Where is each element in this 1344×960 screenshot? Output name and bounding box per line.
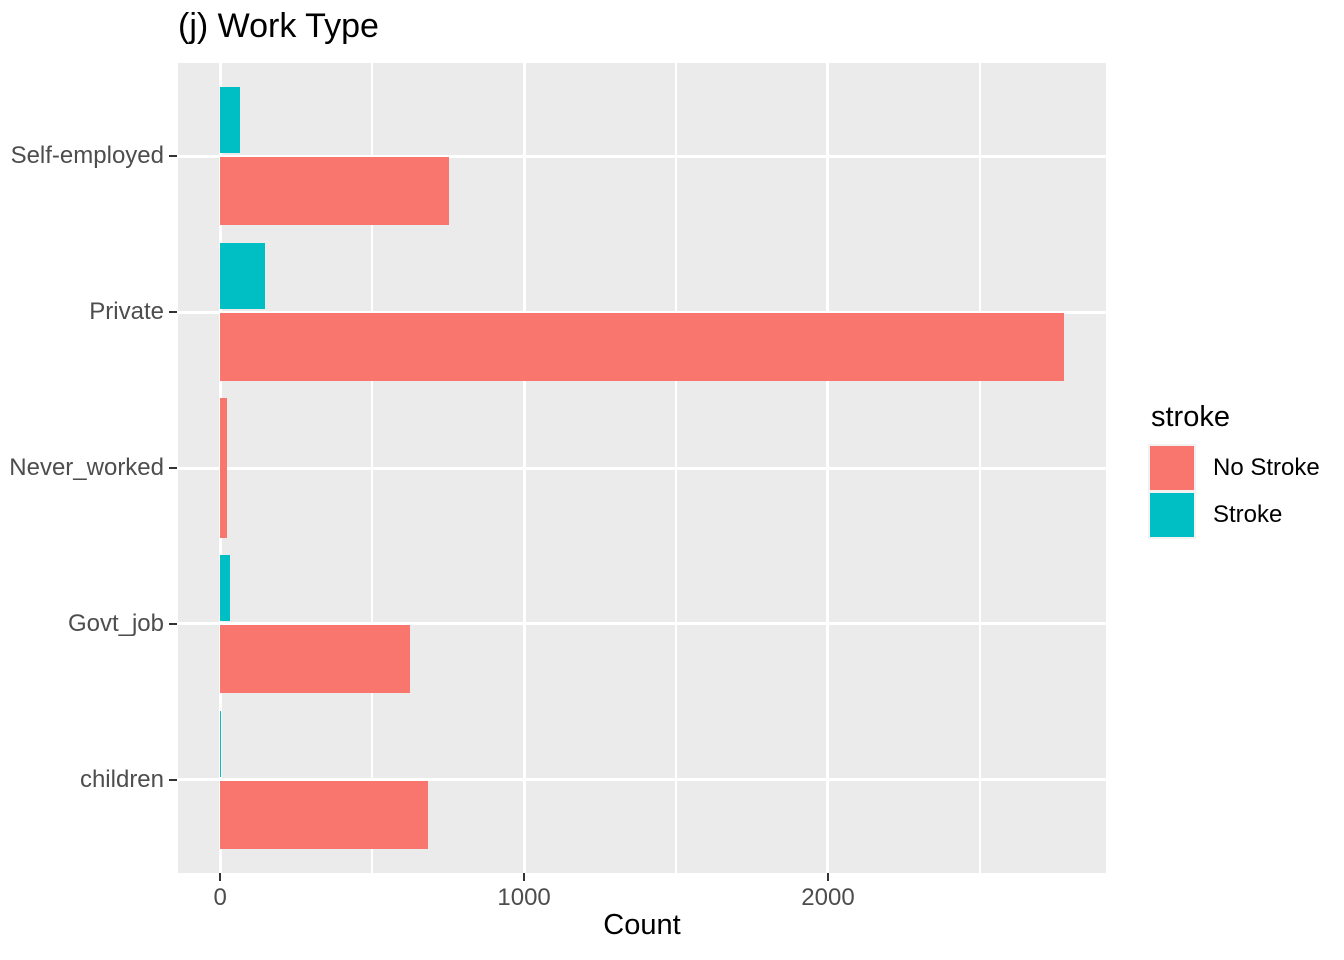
x-axis-label-2000: 2000 xyxy=(801,884,855,911)
x-axis-label-0: 0 xyxy=(213,884,227,911)
y-tick-govt-job xyxy=(169,622,177,625)
bar-no-stroke-children xyxy=(220,780,429,849)
x-tick-2000 xyxy=(826,873,829,881)
bar-stroke-children xyxy=(220,710,222,777)
gridline-y-never-worked xyxy=(178,466,1106,470)
bar-stroke-self-employed xyxy=(220,87,240,154)
bar-stroke-private xyxy=(220,243,266,310)
y-axis-label-private: Private xyxy=(89,298,164,326)
gridline-y-children xyxy=(178,778,1106,782)
bar-no-stroke-never-worked xyxy=(220,398,227,538)
legend-key-stroke-swatch xyxy=(1150,493,1194,537)
bar-stroke-govt-job xyxy=(220,554,231,621)
bar-no-stroke-govt-job xyxy=(220,624,410,693)
gridline-y-self-employed xyxy=(178,154,1106,158)
legend-label-stroke: Stroke xyxy=(1213,501,1283,528)
y-tick-children xyxy=(169,778,177,781)
legend-title: stroke xyxy=(1151,401,1230,433)
chart-title: (j) Work Type xyxy=(178,7,379,45)
legend-key-no-stroke-swatch xyxy=(1150,446,1194,490)
y-tick-self-employed xyxy=(169,155,177,158)
y-tick-private xyxy=(169,311,177,314)
y-axis-label-children: children xyxy=(79,765,164,793)
bar-no-stroke-private xyxy=(220,313,1064,382)
y-axis-label-never-worked: Never_worked xyxy=(9,454,164,481)
y-axis-label-self-employed: Self-employed xyxy=(10,142,164,170)
y-axis-label-govt-job: Govt_job xyxy=(67,609,164,637)
x-axis-title: Count xyxy=(603,909,681,941)
legend-label-no-stroke: No Stroke xyxy=(1213,454,1320,481)
x-axis-label-1000: 1000 xyxy=(497,884,551,911)
plot-panel xyxy=(178,63,1106,873)
gridline-y-govt-job xyxy=(178,622,1106,626)
legend-entry-no-stroke: No Stroke xyxy=(1150,446,1320,490)
y-tick-never-worked xyxy=(169,467,177,469)
gridline-y-private xyxy=(178,310,1106,314)
legend-entry-stroke: Stroke xyxy=(1150,493,1320,537)
bar-no-stroke-self-employed xyxy=(220,157,450,226)
x-tick-0 xyxy=(219,873,222,881)
legend: stroke No Stroke Stroke xyxy=(1150,400,1320,540)
x-tick-1000 xyxy=(523,873,526,881)
